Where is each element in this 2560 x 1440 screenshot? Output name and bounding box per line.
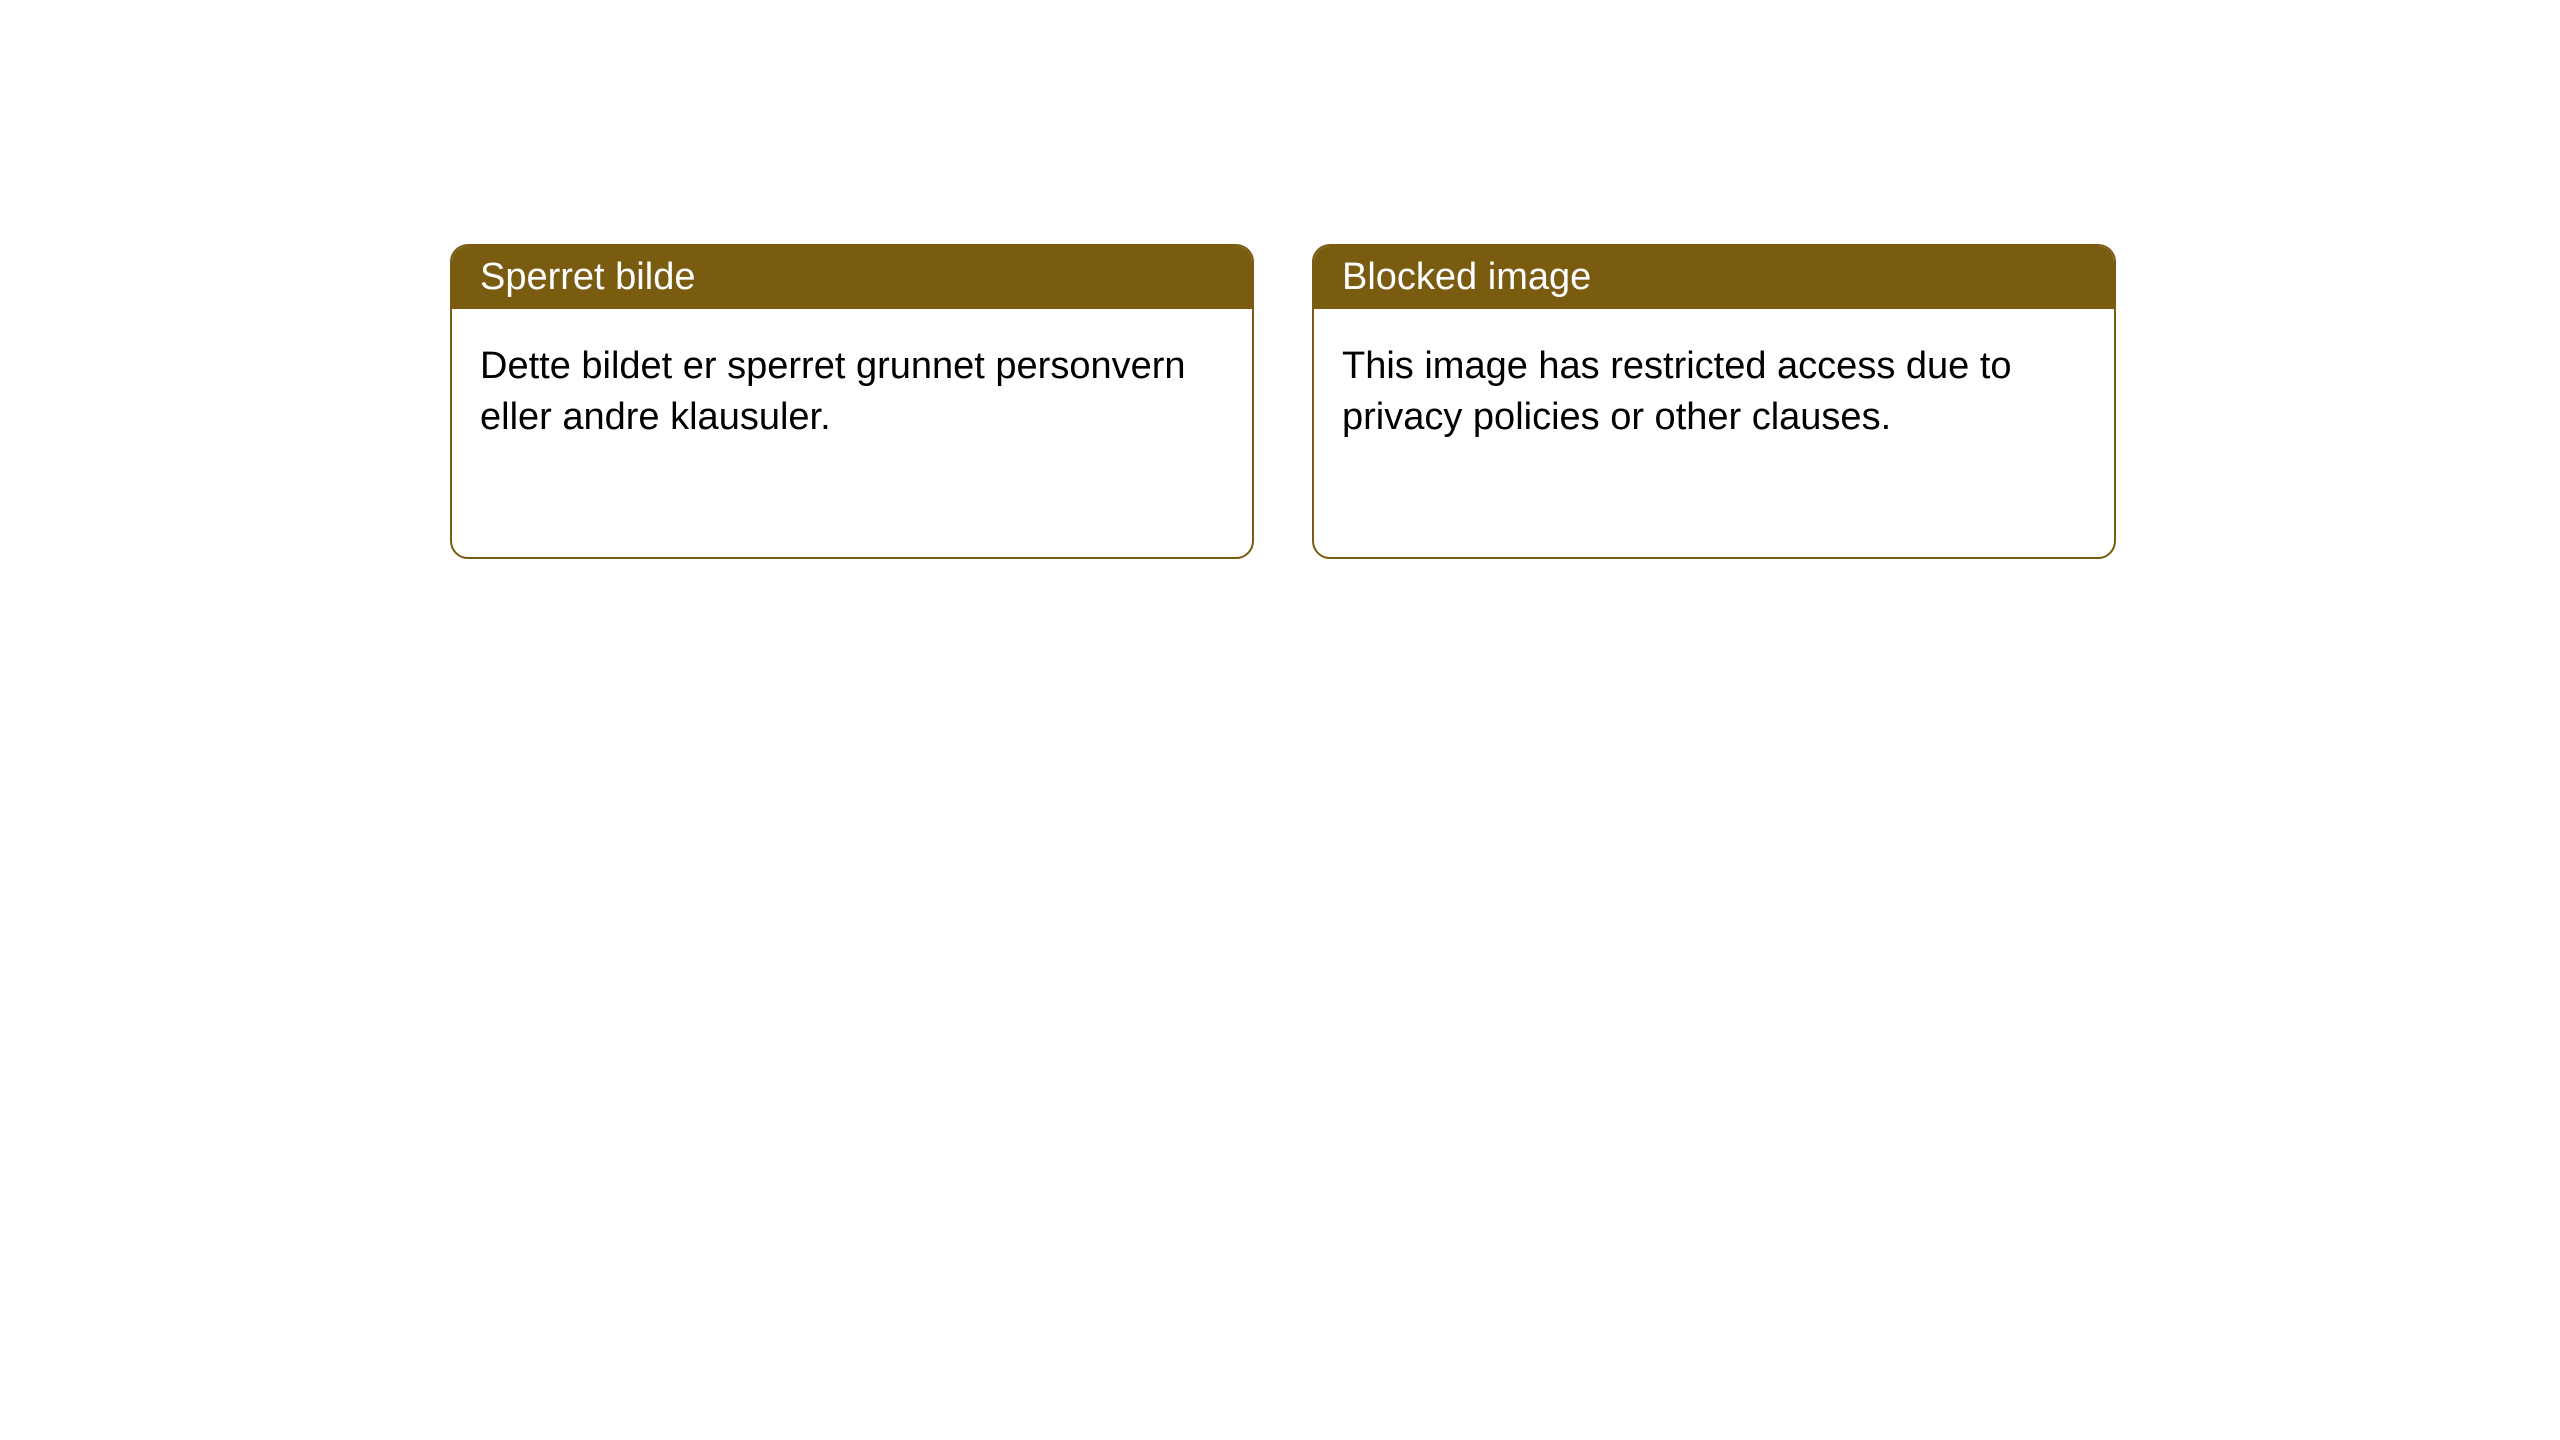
notice-container: Sperret bilde Dette bildet er sperret gr… (450, 244, 2116, 559)
notice-body-text: This image has restricted access due to … (1342, 345, 2012, 438)
notice-header: Blocked image (1314, 246, 2114, 309)
notice-card-english: Blocked image This image has restricted … (1312, 244, 2116, 559)
notice-title: Blocked image (1342, 256, 1591, 298)
notice-header: Sperret bilde (452, 246, 1252, 309)
notice-card-norwegian: Sperret bilde Dette bildet er sperret gr… (450, 244, 1254, 559)
notice-body-text: Dette bildet er sperret grunnet personve… (480, 345, 1186, 438)
notice-body: Dette bildet er sperret grunnet personve… (452, 309, 1252, 557)
notice-title: Sperret bilde (480, 256, 695, 298)
notice-body: This image has restricted access due to … (1314, 309, 2114, 557)
